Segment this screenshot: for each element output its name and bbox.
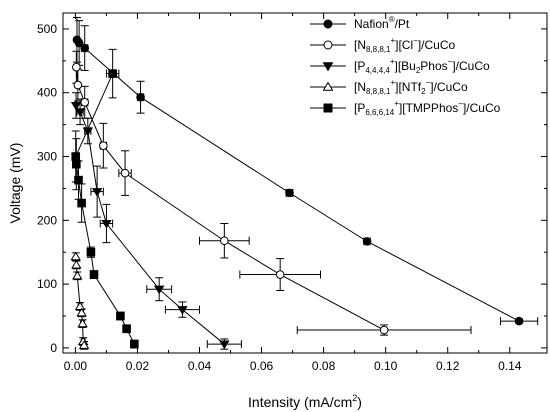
data-point: [77, 198, 86, 208]
y-tick-label: 200: [37, 213, 57, 227]
data-point: [72, 159, 81, 169]
y-axis-title: Voltage (mV): [7, 143, 23, 224]
data-point: [80, 43, 90, 53]
data-point: [220, 236, 229, 246]
legend-marker: [323, 19, 333, 29]
data-point: [73, 80, 83, 90]
data-point: [70, 101, 82, 111]
x-tick-label: 0.02: [126, 359, 150, 373]
y-tick-label: 400: [37, 86, 57, 100]
data-point: [71, 259, 82, 269]
data-point: [285, 188, 294, 198]
plot-frame: [62, 12, 548, 354]
x-tick-label: 0.12: [436, 359, 460, 373]
legend-label: [N8,8,8,1+][NTf2−]/CuCo: [354, 78, 468, 96]
data-point: [91, 188, 103, 197]
data-point: [136, 92, 145, 102]
y-tick-label: 0: [50, 341, 57, 355]
data-point: [275, 270, 285, 279]
x-tick-label: 0.04: [188, 359, 212, 373]
data-markers: [70, 35, 524, 350]
data-point: [362, 237, 372, 246]
data-point: [177, 306, 188, 315]
legend-marker: [322, 81, 334, 91]
legend-marker: [322, 62, 334, 72]
x-axis-title: Intensity (mA/cm2): [248, 393, 362, 410]
y-tick-label: 100: [37, 277, 57, 291]
data-point: [379, 325, 389, 335]
tick-labels: 0.00 0.02 0.04 0.06 0.08 0.10 0.12 0.14 0 100 200 3…: [37, 22, 522, 373]
data-point: [70, 251, 81, 261]
series-line-4: [75, 256, 85, 346]
data-point: [101, 219, 112, 229]
series-line-2: [75, 67, 385, 331]
legend-label: Nafion®/Pt: [354, 15, 410, 31]
data-point: [74, 108, 86, 118]
data-point: [76, 307, 87, 317]
data-point: [78, 340, 90, 349]
data-point: [77, 318, 88, 328]
data-point: [72, 62, 81, 72]
legend-marker: [323, 40, 333, 50]
data-point: [74, 38, 84, 48]
data-point: [80, 98, 90, 107]
series-line-3: [75, 105, 225, 345]
data-point: [72, 270, 83, 280]
data-point: [99, 141, 108, 150]
data-point: [82, 127, 94, 137]
data-point: [89, 270, 99, 279]
legend-label: [P4,4,4,4+][Bu2Phos−]/CuCo: [354, 57, 490, 75]
y-tick-label: 500: [37, 22, 57, 36]
x-tick-label: 0.00: [64, 359, 88, 373]
data-point: [74, 175, 83, 185]
data-point: [514, 316, 524, 326]
y-tick-label: 300: [37, 150, 57, 164]
data-point: [122, 324, 131, 334]
data-point: [74, 301, 86, 310]
data-point: [86, 247, 96, 257]
legend-label: [N8,8,8,1+][Cl−]/CuCo: [354, 36, 455, 54]
data-point: [71, 152, 81, 161]
data-point: [153, 285, 165, 295]
data-point: [116, 311, 125, 321]
x-tick-label: 0.10: [374, 359, 398, 373]
axis-ticks: [63, 13, 547, 353]
x-tick-label: 0.06: [250, 359, 274, 373]
legend-marker: [323, 103, 333, 113]
x-tick-label: 0.14: [498, 359, 522, 373]
legend: Nafion®/Pt [N8,8,8,1+][Cl−]/CuCo [P4,4,4,4…: [310, 15, 501, 117]
data-point: [120, 168, 130, 178]
data-point: [108, 69, 117, 78]
data-point: [219, 340, 230, 350]
legend-label: [P6,6,6,14+][TMPPhos−]/CuCo: [354, 99, 501, 117]
data-point: [130, 339, 139, 349]
x-tick-label: 0.08: [312, 359, 336, 373]
